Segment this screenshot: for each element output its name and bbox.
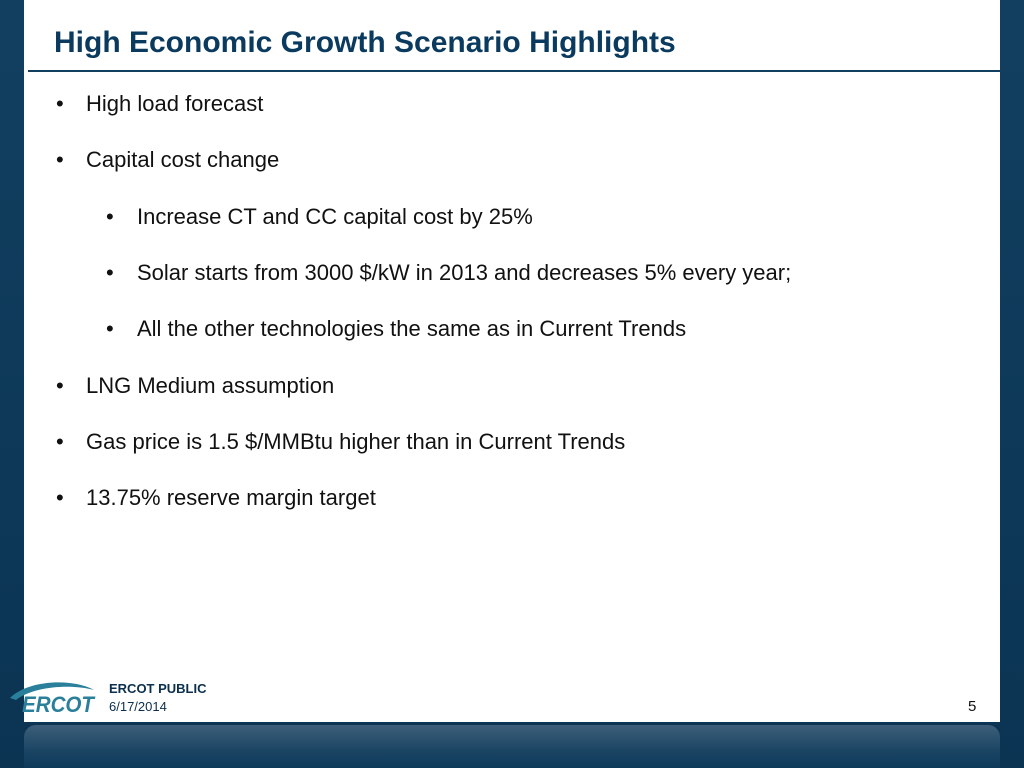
- bullet-marker: •: [106, 316, 114, 341]
- footer-date: 6/17/2014: [109, 699, 167, 714]
- ercot-logo: ERCOT: [10, 682, 95, 716]
- bullet-marker: •: [56, 91, 64, 116]
- footer-band: [24, 725, 1000, 768]
- bullet-marker: •: [106, 204, 114, 229]
- bullet-marker: •: [56, 429, 64, 454]
- footer-classification: ERCOT PUBLIC: [109, 681, 207, 696]
- bullet-text: LNG Medium assumption: [86, 373, 335, 398]
- bullet-text: 13.75% reserve margin target: [86, 485, 376, 510]
- bullet-text: All the other technologies the same as i…: [137, 316, 687, 341]
- bullet-text: High load forecast: [86, 91, 264, 116]
- bullet-text: Increase CT and CC capital cost by 25%: [137, 204, 533, 229]
- bullet-marker: •: [106, 260, 114, 285]
- slide-canvas: High Economic Growth Scenario Highlights…: [24, 0, 1000, 722]
- bullet-marker: •: [56, 485, 64, 510]
- bullet-text: Gas price is 1.5 $/MMBtu higher than in …: [86, 429, 626, 454]
- slide-title: High Economic Growth Scenario Highlights: [54, 26, 676, 59]
- bullet-text: Solar starts from 3000 $/kW in 2013 and …: [137, 260, 792, 285]
- bullet-text: Capital cost change: [86, 147, 280, 172]
- logo-text: ERCOT: [22, 692, 95, 716]
- title-divider: [28, 70, 1000, 72]
- bullet-marker: •: [56, 373, 64, 398]
- page-number: 5: [968, 698, 977, 715]
- bullet-marker: •: [56, 147, 64, 172]
